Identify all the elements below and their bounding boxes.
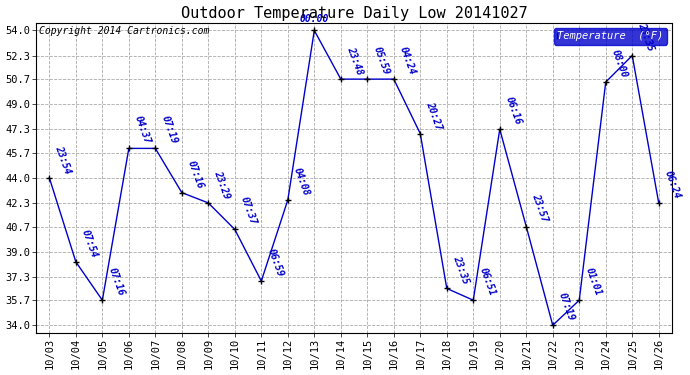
Text: 07:19: 07:19 xyxy=(557,291,576,322)
Text: 07:54: 07:54 xyxy=(80,228,99,259)
Text: 04:24: 04:24 xyxy=(398,45,417,76)
Text: 07:16: 07:16 xyxy=(186,159,206,190)
Text: 23:29: 23:29 xyxy=(213,169,232,200)
Text: 07:19: 07:19 xyxy=(159,115,179,146)
Text: 06:24: 06:24 xyxy=(663,169,682,200)
Text: 06:59: 06:59 xyxy=(266,247,285,278)
Text: 23:48: 23:48 xyxy=(345,45,364,76)
Text: Copyright 2014 Cartronics.com: Copyright 2014 Cartronics.com xyxy=(39,26,210,36)
Text: 05:59: 05:59 xyxy=(371,45,391,76)
Title: Outdoor Temperature Daily Low 20141027: Outdoor Temperature Daily Low 20141027 xyxy=(181,6,527,21)
Text: 06:51: 06:51 xyxy=(477,266,497,297)
Text: 07:37: 07:37 xyxy=(239,196,259,226)
Text: 00:00: 00:00 xyxy=(299,13,329,24)
Text: 04:08: 04:08 xyxy=(292,166,311,197)
Text: 23:35: 23:35 xyxy=(636,22,656,53)
Legend: Temperature  (°F): Temperature (°F) xyxy=(554,28,667,45)
Text: 23:35: 23:35 xyxy=(451,255,471,286)
Text: 06:16: 06:16 xyxy=(504,95,524,126)
Text: 23:54: 23:54 xyxy=(54,144,73,175)
Text: 01:01: 01:01 xyxy=(584,266,603,297)
Text: 23:57: 23:57 xyxy=(531,193,550,224)
Text: 08:00: 08:00 xyxy=(610,48,629,79)
Text: 07:16: 07:16 xyxy=(106,266,126,297)
Text: 20:27: 20:27 xyxy=(424,100,444,131)
Text: 04:37: 04:37 xyxy=(133,115,152,146)
